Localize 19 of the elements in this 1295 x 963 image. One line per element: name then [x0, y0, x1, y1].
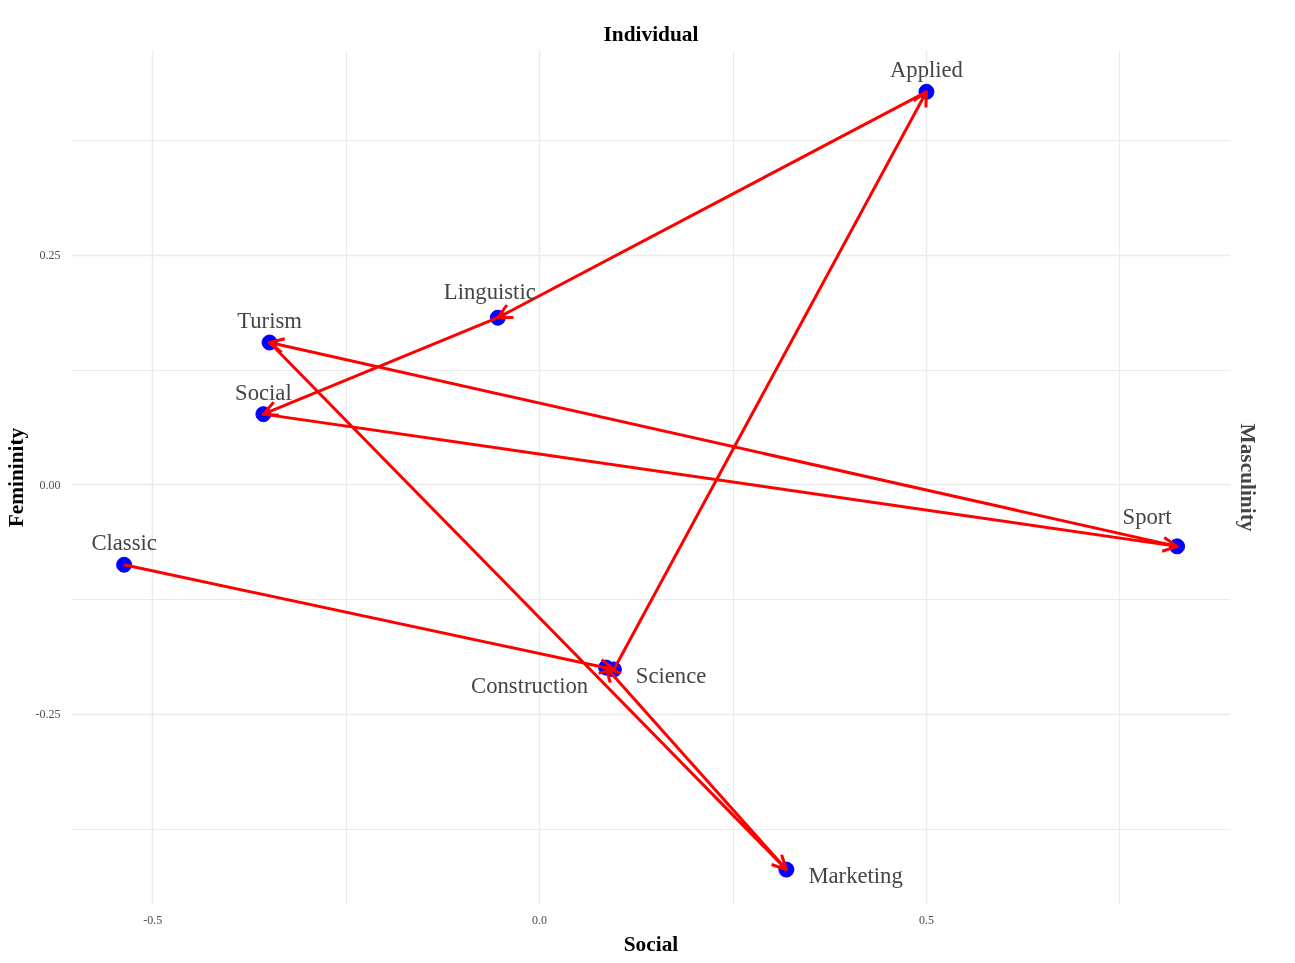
annotation: Construction [471, 673, 589, 699]
y-axis-title: Femininity [3, 427, 28, 528]
y-tick-label: -0.25 [35, 707, 61, 722]
annotation: Marketing [808, 863, 903, 889]
x-tick-label: 0.5 [918, 912, 934, 927]
x-axis-title: Social [623, 931, 679, 956]
annotation: Linguistic [443, 279, 536, 305]
y-tick-label: 0.25 [39, 248, 61, 263]
x-tick-label: 0.0 [532, 912, 548, 927]
annotation: Applied [889, 57, 964, 83]
x-tick-label: -0.5 [143, 912, 163, 927]
y-tick-label: 0.00 [39, 477, 61, 492]
annotation: Sport [1122, 503, 1173, 529]
chart-title: Individual [603, 21, 699, 46]
y2-axis-title: Masculinity [1235, 423, 1260, 532]
annotation: Classic [91, 530, 157, 556]
annotation: Social [235, 379, 292, 405]
annotation: Science [635, 662, 707, 688]
annotation: Turism [237, 308, 303, 334]
